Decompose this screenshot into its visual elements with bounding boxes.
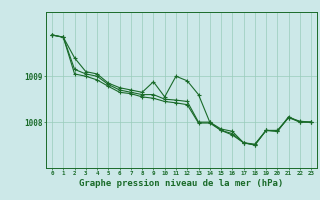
X-axis label: Graphe pression niveau de la mer (hPa): Graphe pression niveau de la mer (hPa) (79, 179, 284, 188)
